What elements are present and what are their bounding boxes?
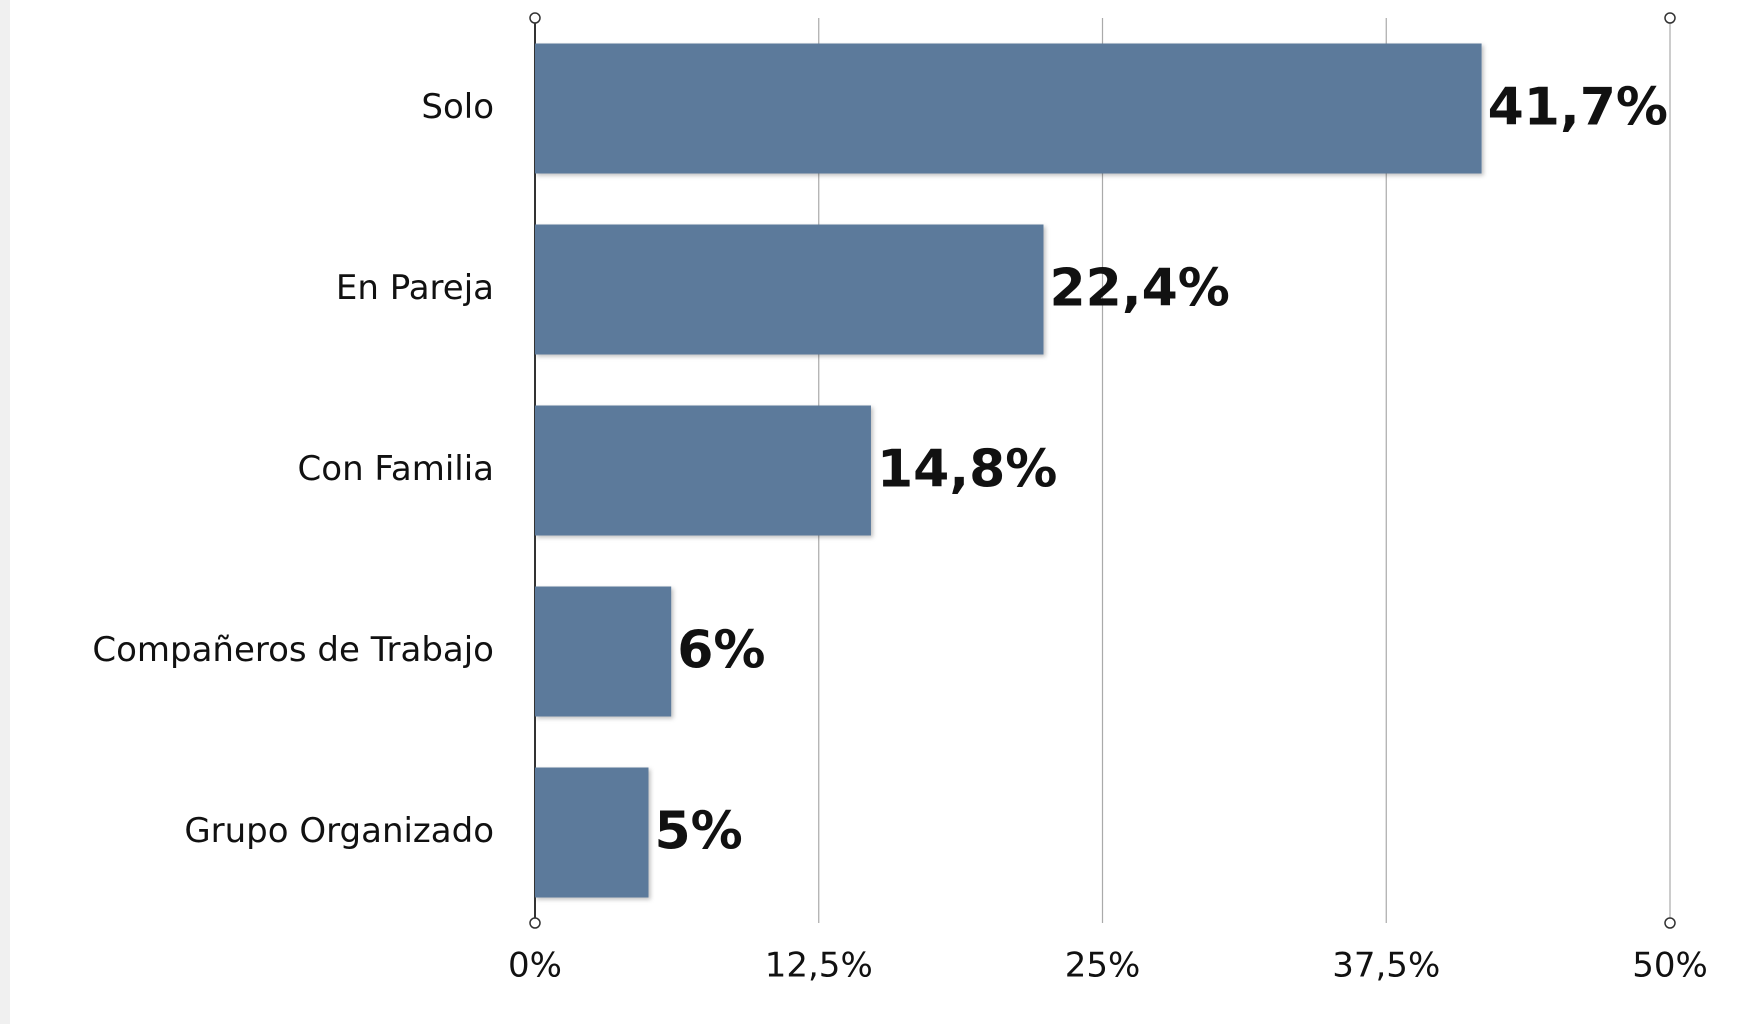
value-label: 22,4% xyxy=(1049,259,1229,319)
x-tick-label: 12,5% xyxy=(765,946,873,986)
y-tick-label: En Pareja xyxy=(336,268,494,308)
axis-end xyxy=(1664,917,1676,929)
value-label: 5% xyxy=(655,802,743,862)
x-tick-label: 50% xyxy=(1632,946,1708,986)
x-tick-label: 25% xyxy=(1065,946,1141,986)
axis-end xyxy=(529,917,541,929)
axis-end xyxy=(529,12,541,24)
value-label: 41,7% xyxy=(1488,78,1668,138)
bar xyxy=(535,43,1482,174)
bar xyxy=(535,405,871,536)
value-label: 14,8% xyxy=(877,440,1057,500)
bar xyxy=(535,224,1044,355)
y-tick-label: Grupo Organizado xyxy=(184,811,494,851)
y-tick-label: Compañeros de Trabajo xyxy=(92,630,494,670)
bar xyxy=(535,767,649,898)
value-label: 6% xyxy=(677,621,765,681)
axis-end xyxy=(1664,12,1676,24)
x-tick-label: 0% xyxy=(508,946,562,986)
y-tick-label: Solo xyxy=(421,87,494,127)
bar xyxy=(535,586,672,717)
y-tick-label: Con Familia xyxy=(298,449,494,489)
x-tick-label: 37,5% xyxy=(1332,946,1440,986)
frame-edge xyxy=(0,0,10,1024)
